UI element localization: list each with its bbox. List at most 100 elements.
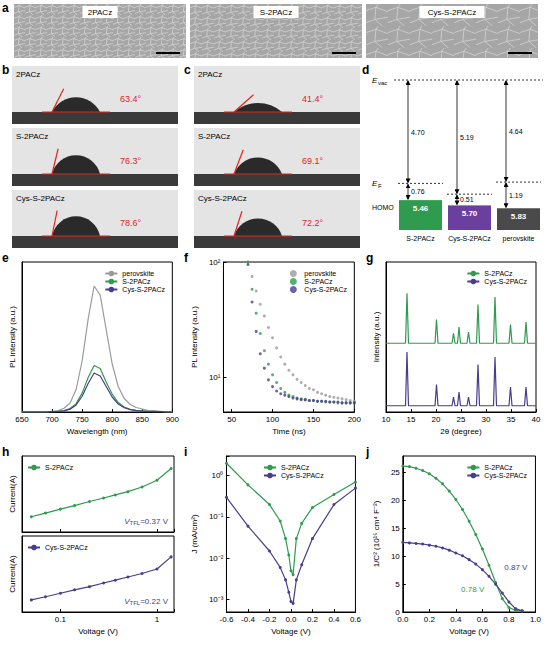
- svg-text:S-2PACz: S-2PACz: [198, 132, 230, 141]
- svg-text:Voltage (V): Voltage (V): [78, 627, 118, 636]
- svg-text:TFL: TFL: [130, 600, 141, 606]
- svg-text:S-2PACz: S-2PACz: [484, 464, 513, 471]
- svg-text:5: 5: [395, 580, 400, 589]
- svg-text:Cys-S-2PACz: Cys-S-2PACz: [198, 194, 247, 203]
- svg-text:750: 750: [75, 415, 89, 424]
- svg-text:Voltage (V): Voltage (V): [271, 627, 311, 636]
- svg-text:Cys-S-2PACz: Cys-S-2PACz: [281, 472, 324, 480]
- svg-text:=0.22 V: =0.22 V: [140, 597, 168, 606]
- svg-text:15: 15: [391, 524, 400, 533]
- svg-text:F: F: [378, 183, 382, 189]
- svg-text:-0.6: -0.6: [220, 615, 234, 624]
- svg-text:0.0: 0.0: [285, 615, 297, 624]
- svg-text:Current(A): Current(A): [8, 475, 17, 513]
- svg-text:650: 650: [15, 415, 29, 424]
- svg-text:41.4°: 41.4°: [302, 94, 324, 104]
- svg-text:S-2PACz: S-2PACz: [406, 235, 435, 242]
- svg-text:-0.2: -0.2: [263, 615, 277, 624]
- svg-text:700: 700: [45, 415, 59, 424]
- svg-text:perovskite: perovskite: [503, 235, 535, 243]
- svg-text:PL intensity (a.u.): PL intensity (a.u.): [8, 306, 17, 368]
- svg-text:S-2PACz: S-2PACz: [281, 464, 310, 471]
- svg-text:4.64: 4.64: [509, 128, 523, 135]
- svg-text:0.8: 0.8: [503, 615, 515, 624]
- svg-text:Intensity (a.u.): Intensity (a.u.): [372, 311, 381, 362]
- svg-text:150: 150: [307, 415, 321, 424]
- svg-text:PL intensity (a.u.): PL intensity (a.u.): [190, 306, 199, 368]
- svg-text:Cys-S-2PACz: Cys-S-2PACz: [122, 286, 165, 294]
- svg-text:S-2PACz: S-2PACz: [304, 278, 333, 285]
- svg-text:vac: vac: [378, 80, 387, 86]
- svg-text:10⁰: 10⁰: [212, 471, 224, 480]
- svg-text:-0.4: -0.4: [241, 615, 255, 624]
- svg-text:0.1: 0.1: [55, 615, 67, 624]
- svg-text:0.2: 0.2: [307, 615, 319, 624]
- svg-text:25: 25: [457, 415, 466, 424]
- svg-text:10²: 10²: [209, 258, 221, 267]
- svg-text:J (mA/cm²): J (mA/cm²): [190, 514, 199, 553]
- svg-text:0.0: 0.0: [397, 615, 409, 624]
- svg-text:900: 900: [166, 415, 180, 424]
- svg-text:2θ (degree): 2θ (degree): [440, 427, 482, 436]
- svg-text:15: 15: [407, 415, 416, 424]
- svg-text:1.19: 1.19: [509, 192, 523, 199]
- svg-text:2PACz: 2PACz: [198, 70, 222, 79]
- svg-text:30: 30: [482, 415, 491, 424]
- svg-text:50: 50: [227, 415, 236, 424]
- svg-text:perovskite: perovskite: [304, 270, 336, 278]
- svg-text:200: 200: [348, 415, 362, 424]
- svg-text:100: 100: [266, 415, 280, 424]
- svg-text:2PACz: 2PACz: [16, 70, 40, 79]
- svg-text:76.3°: 76.3°: [120, 156, 142, 166]
- svg-text:S-2PACz: S-2PACz: [484, 270, 513, 277]
- svg-text:Cys-S-2PACz: Cys-S-2PACz: [45, 544, 88, 552]
- svg-text:Cys-S-2PACz: Cys-S-2PACz: [304, 286, 347, 294]
- svg-text:Time (ns): Time (ns): [272, 427, 306, 436]
- svg-text:4.70: 4.70: [411, 129, 425, 136]
- svg-text:69.1°: 69.1°: [302, 156, 324, 166]
- svg-text:Voltage (V): Voltage (V): [449, 627, 489, 636]
- svg-text:Current(A): Current(A): [8, 555, 17, 593]
- svg-text:20: 20: [391, 496, 400, 505]
- svg-text:S-2PACz: S-2PACz: [122, 278, 151, 285]
- svg-text:0.6: 0.6: [477, 615, 489, 624]
- svg-text:5.46: 5.46: [413, 204, 429, 213]
- svg-text:Wavelength (nm): Wavelength (nm): [67, 427, 128, 436]
- svg-text:S-2PACz: S-2PACz: [260, 8, 292, 17]
- svg-text:10: 10: [391, 552, 400, 561]
- svg-text:0.6: 0.6: [350, 615, 362, 624]
- svg-text:63.4°: 63.4°: [120, 94, 142, 104]
- svg-text:Cys-S-2PACz: Cys-S-2PACz: [428, 8, 477, 17]
- svg-text:25: 25: [391, 468, 400, 477]
- svg-text:HOMO: HOMO: [372, 204, 394, 211]
- svg-text:5.70: 5.70: [462, 209, 478, 218]
- svg-text:S-2PACz: S-2PACz: [16, 132, 48, 141]
- svg-text:Cys-S-2PACz: Cys-S-2PACz: [448, 235, 491, 243]
- svg-text:1/C² (10¹⁵ cm⁴ F⁻²): 1/C² (10¹⁵ cm⁴ F⁻²): [372, 500, 381, 567]
- svg-text:0.76: 0.76: [411, 188, 425, 195]
- svg-text:10: 10: [382, 415, 391, 424]
- svg-text:5.19: 5.19: [460, 134, 474, 141]
- svg-text:10¹: 10¹: [209, 373, 221, 382]
- svg-text:Cys-S-2PACz: Cys-S-2PACz: [16, 194, 65, 203]
- svg-text:78.6°: 78.6°: [120, 218, 142, 228]
- svg-text:800: 800: [106, 415, 120, 424]
- svg-text:0.4: 0.4: [328, 615, 340, 624]
- svg-text:0.51: 0.51: [460, 196, 474, 203]
- svg-text:0.87 V: 0.87 V: [504, 563, 528, 572]
- svg-text:1: 1: [155, 615, 160, 624]
- svg-text:2PACz: 2PACz: [88, 8, 112, 17]
- svg-text:0.78 V: 0.78 V: [461, 585, 485, 594]
- svg-text:perovskite: perovskite: [122, 270, 154, 278]
- svg-text:10⁻²: 10⁻²: [209, 554, 224, 563]
- svg-text:72.2°: 72.2°: [302, 218, 324, 228]
- svg-text:40: 40: [532, 415, 541, 424]
- svg-text:850: 850: [136, 415, 150, 424]
- svg-text:Cys-S-2PACz: Cys-S-2PACz: [484, 278, 527, 286]
- svg-text:20: 20: [432, 415, 441, 424]
- svg-text:=0.37 V: =0.37 V: [140, 517, 168, 526]
- svg-text:0.2: 0.2: [424, 615, 436, 624]
- svg-text:0.4: 0.4: [450, 615, 462, 624]
- svg-text:5.83: 5.83: [511, 212, 527, 221]
- svg-text:10⁻¹: 10⁻¹: [209, 512, 224, 521]
